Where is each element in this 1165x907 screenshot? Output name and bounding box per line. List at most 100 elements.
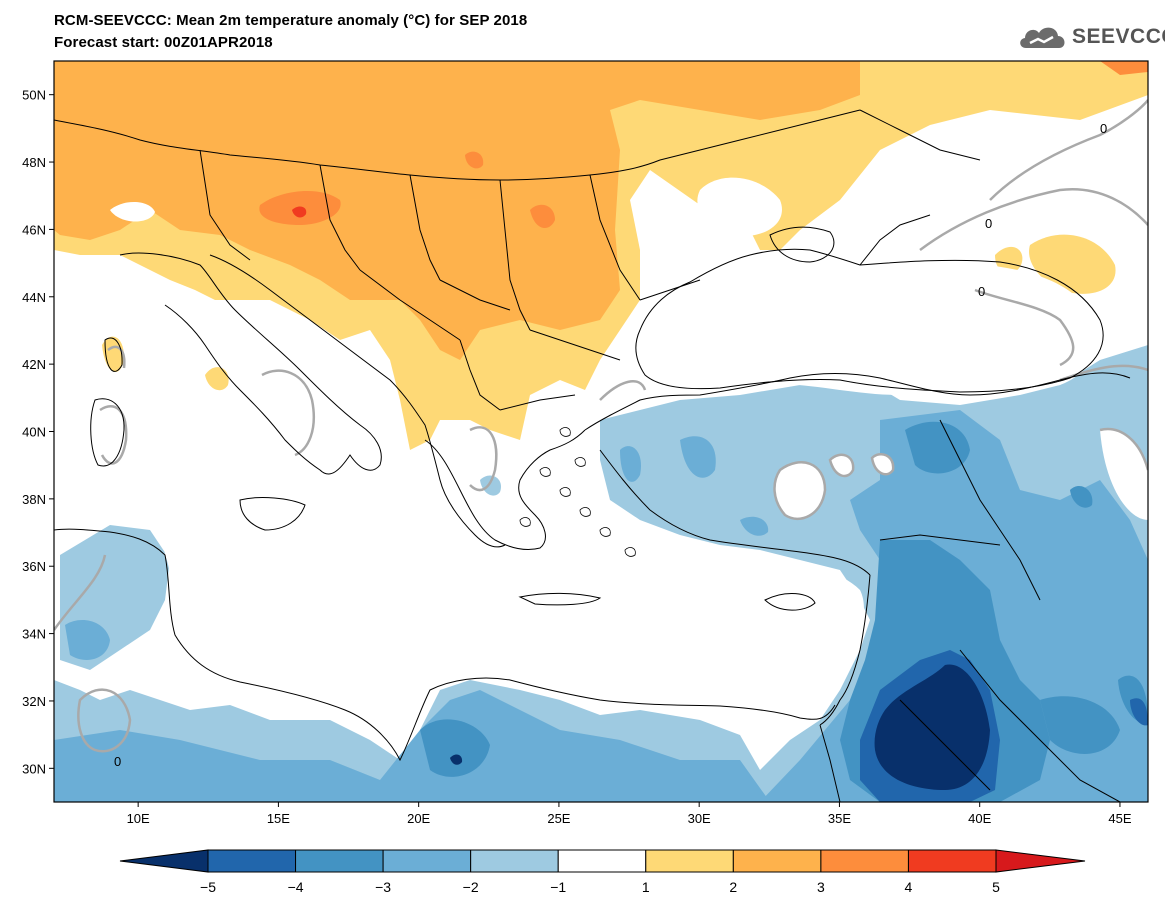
neutral-patch-a	[110, 201, 155, 222]
greece-coast	[424, 429, 586, 551]
lat-tick-label: 50N	[22, 88, 46, 103]
contour-label-1: 0	[1100, 121, 1107, 136]
colorbar-bin	[557, 849, 647, 873]
logo-text: SEEVCCC	[1072, 25, 1165, 48]
island-6	[519, 517, 531, 527]
zero-contour-anatolia-b	[828, 453, 855, 478]
zero-contour-anatolia-c	[870, 453, 895, 476]
turkey-south-coast	[599, 449, 871, 576]
colorbar-label: 3	[817, 879, 825, 895]
cold-anomaly-2e	[65, 620, 110, 660]
colorbar-bin	[645, 849, 734, 873]
zero-contour-turkey-west	[599, 380, 647, 401]
lat-tick-label: 40N	[22, 425, 46, 440]
colorbar-label: −3	[375, 879, 391, 895]
cold-anomaly-2f	[740, 516, 769, 536]
aegean-islands	[519, 427, 636, 557]
cold-anomaly-2d	[620, 446, 641, 482]
crimea-coast	[769, 226, 835, 263]
zero-contour-libya	[77, 688, 132, 753]
colorbar-low-extend	[119, 849, 209, 873]
warm-anomaly-1b	[995, 246, 1023, 274]
colorbar-bin	[470, 849, 559, 873]
cold-anomaly-5b	[450, 754, 463, 765]
black-sea-neutral	[631, 262, 1098, 395]
lon-tick-label: 45E	[1108, 811, 1131, 826]
colorbar-label: −4	[288, 879, 304, 895]
colorbar-label: −5	[200, 879, 216, 895]
colorbar-label: 4	[905, 879, 913, 895]
adriatic-east-coast	[209, 254, 506, 548]
cold-anomaly-3b	[905, 421, 970, 474]
cold-anomaly-2c	[680, 436, 716, 478]
colorbar-bin	[207, 849, 297, 873]
neutral-patches	[110, 177, 782, 236]
zero-contour-sardinia	[99, 405, 128, 465]
corsica-coast	[104, 337, 123, 372]
zero-contour-caspian	[974, 288, 1075, 367]
lat-tick-label: 34N	[22, 627, 46, 642]
cold-anomaly-3d	[1040, 696, 1120, 754]
zero-contours	[54, 99, 1148, 753]
neutral-patch-b	[697, 177, 782, 236]
levant-coast	[819, 574, 871, 726]
lat-tick-label: 48N	[22, 155, 46, 170]
cold-anomaly-4b	[1130, 698, 1148, 726]
black-sea-coast	[635, 248, 1104, 393]
warm-anomaly-fields	[54, 61, 1148, 450]
lat-tick-label: 36N	[22, 559, 46, 574]
island-4	[599, 527, 611, 537]
cold-anomaly-3e	[1070, 485, 1093, 508]
warm-anomaly-3b	[530, 204, 555, 229]
seevccc-logo: SEEVCCC	[1016, 20, 1165, 54]
turkey-coast	[584, 372, 1131, 431]
zero-contour-tunisia	[54, 554, 107, 631]
lon-tick-label: 20E	[407, 811, 430, 826]
latitude-axis: 30N 32N 34N 36N 38N 40N 42N 44N 46N 48N 50N	[22, 88, 54, 776]
lon-tick-label: 35E	[828, 811, 851, 826]
contour-label-4: 0	[114, 754, 121, 769]
colorbar-label: 1	[642, 879, 650, 895]
sicily-coast	[239, 497, 306, 531]
island-3	[579, 507, 591, 517]
neutral-island-d	[1100, 429, 1148, 520]
island-7	[624, 547, 636, 557]
sardinia-coast	[90, 398, 125, 467]
zero-contour-italy	[261, 369, 316, 457]
longitude-axis: 10E 15E 20E 25E 30E 35E 40E 45E	[127, 802, 1132, 826]
lat-tick-label: 44N	[22, 290, 46, 305]
lat-tick-label: 38N	[22, 492, 46, 507]
colorbar-bin	[907, 849, 997, 873]
cold-anomaly-2b	[54, 690, 770, 802]
mediterranean-sea	[160, 500, 864, 755]
lat-tick-label: 42N	[22, 357, 46, 372]
italy-coast	[119, 252, 382, 475]
lat-tick-label: 46N	[22, 222, 46, 237]
contour-label-3: 0	[978, 284, 985, 299]
warm-anomaly-1d	[205, 367, 229, 391]
crete-coast	[518, 592, 602, 606]
lon-tick-label: 40E	[968, 811, 991, 826]
coastlines-and-borders	[54, 109, 1131, 802]
cold-anomaly-5	[874, 664, 990, 790]
chart-title: RCM-SEEVCCC: Mean 2m temperature anomaly…	[54, 12, 528, 29]
forecast-start-label: Forecast start: 00Z01APR2018	[54, 34, 273, 51]
colorbar-bin	[382, 849, 472, 873]
lon-tick-label: 25E	[547, 811, 570, 826]
warm-anomaly-4	[292, 206, 307, 218]
colorbar-label: 2	[729, 879, 737, 895]
colorbar-bin	[820, 849, 909, 873]
lat-tick-label: 30N	[22, 761, 46, 776]
map-area: 0 0 0 0	[54, 61, 1148, 802]
colorbar-label: −2	[463, 879, 479, 895]
colorbar: −5 −4 −3 −2 −1 1 2 3 4 5	[119, 849, 1086, 895]
cyprus-coast	[764, 593, 816, 611]
cold-anomaly-3c	[420, 719, 490, 777]
zero-contour-anatolia	[773, 461, 827, 521]
island-8	[559, 427, 571, 437]
island-5	[574, 457, 586, 467]
lon-tick-label: 30E	[688, 811, 711, 826]
colorbar-high-extend	[995, 849, 1086, 873]
warm-anomaly-1c	[1029, 234, 1116, 294]
africa-north-coast	[54, 528, 836, 762]
